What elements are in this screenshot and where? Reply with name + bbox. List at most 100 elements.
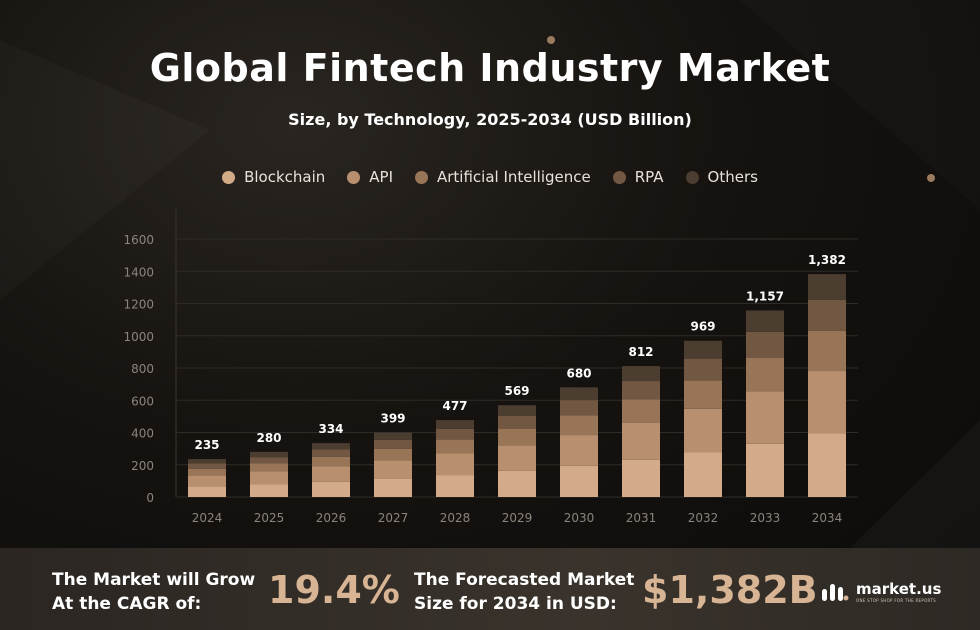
legend-label: Others — [707, 168, 758, 186]
bar-segment-rpa — [498, 415, 536, 429]
bar-total-label: 569 — [504, 384, 529, 398]
bar-segment-others — [498, 405, 536, 416]
bar-segment-rpa — [374, 439, 412, 449]
x-tick-label: 2027 — [378, 511, 409, 525]
bar-segment-api — [374, 460, 412, 479]
bar-total-label: 1,382 — [808, 253, 846, 267]
bar-segment-api — [250, 471, 288, 485]
bar-segment-api — [746, 391, 784, 444]
bar-segment-artificial-intelligence — [250, 463, 288, 472]
legend-item-artificial-intelligence: Artificial Intelligence — [415, 168, 591, 186]
market-us-logo-icon — [822, 583, 849, 601]
bar-segment-artificial-intelligence — [560, 415, 598, 436]
chart-legend: Blockchain API Artificial Intelligence RPA O… — [0, 168, 980, 186]
bar-segment-others — [436, 420, 474, 429]
legend-item-others: Others — [685, 168, 758, 186]
legend-label: Artificial Intelligence — [437, 168, 591, 186]
x-tick-label: 2031 — [626, 511, 657, 525]
cagr-caption-line1: The Market will Grow — [52, 570, 256, 590]
bar-segment-blockchain — [374, 478, 412, 497]
bar-segment-artificial-intelligence — [312, 456, 350, 467]
x-tick-label: 2032 — [688, 511, 719, 525]
forecast-caption-line1: The Forecasted Market — [414, 570, 635, 590]
x-tick-label: 2025 — [254, 511, 285, 525]
legend-item-blockchain: Blockchain — [222, 168, 325, 186]
bar-segment-rpa — [746, 331, 784, 359]
brand-name: market.us — [856, 580, 942, 598]
y-tick-label: 1600 — [123, 233, 154, 247]
legend-label: RPA — [634, 168, 664, 186]
bar-total-label: 1,157 — [746, 289, 784, 303]
bar-segment-blockchain — [746, 443, 784, 497]
bar-segment-artificial-intelligence — [808, 330, 846, 372]
cagr-caption-line2: At the CAGR of: — [52, 594, 202, 614]
y-tick-label: 1000 — [123, 330, 154, 344]
bar-segment-others — [622, 366, 660, 382]
chart-title: Global Fintech Industry Market — [149, 46, 831, 90]
brand-tagline: ONE STOP SHOP FOR THE REPORTS — [856, 598, 936, 603]
legend-swatch — [685, 170, 699, 184]
x-tick-label: 2028 — [440, 511, 471, 525]
bar-segment-rpa — [188, 463, 226, 469]
bar-segment-others — [560, 387, 598, 401]
legend-label: Blockchain — [244, 168, 326, 186]
y-tick-label: 1400 — [123, 265, 154, 279]
x-tick-label: 2024 — [192, 511, 223, 525]
bar-total-label: 680 — [566, 366, 591, 380]
bar-segment-blockchain — [622, 459, 660, 497]
legend-label: API — [369, 168, 393, 186]
y-tick-label: 600 — [131, 394, 154, 408]
brand-logo[interactable]: market.us ONE STOP SHOP FOR THE REPORTS — [820, 580, 941, 603]
y-tick-label: 800 — [131, 362, 154, 376]
bar-segment-api — [684, 408, 722, 453]
legend-item-api: API — [347, 168, 393, 186]
bar-segment-api — [312, 466, 350, 482]
legend-swatch — [612, 170, 626, 184]
bar-segment-artificial-intelligence — [684, 380, 722, 409]
y-tick-label: 200 — [131, 459, 154, 473]
bar-segment-others — [746, 310, 784, 332]
bar-segment-api — [560, 435, 598, 466]
bar-segment-rpa — [436, 428, 474, 440]
legend-swatch — [347, 170, 361, 184]
bar-segment-blockchain — [560, 465, 598, 497]
y-tick-label: 0 — [146, 491, 154, 505]
legend-swatch — [222, 170, 236, 184]
bar-segment-blockchain — [312, 481, 350, 497]
forecast-caption: The Forecasted Market Size for 2034 in U… — [414, 568, 634, 616]
bar-segment-api — [498, 445, 536, 471]
bar-segment-rpa — [622, 381, 660, 400]
bar-segment-artificial-intelligence — [188, 468, 226, 476]
bar-segment-blockchain — [436, 475, 474, 497]
bar-segment-others — [312, 443, 350, 450]
bar-segment-blockchain — [250, 484, 288, 497]
bar-segment-api — [436, 453, 474, 476]
bar-segment-others — [250, 451, 288, 458]
bar-total-label: 235 — [194, 438, 219, 452]
bar-segment-blockchain — [498, 470, 536, 497]
bar-segment-api — [622, 422, 660, 460]
forecast-caption-line2: Size for 2034 in USD: — [414, 594, 617, 614]
bar-segment-api — [808, 371, 846, 434]
bar-segment-blockchain — [808, 433, 846, 497]
x-tick-label: 2034 — [812, 511, 843, 525]
legend-item-rpa: RPA — [612, 168, 664, 186]
bar-segment-api — [188, 475, 226, 487]
bar-segment-blockchain — [684, 452, 722, 497]
bar-segment-artificial-intelligence — [374, 448, 412, 461]
bar-segment-others — [374, 432, 412, 440]
y-tick-label: 400 — [131, 427, 154, 441]
bar-segment-others — [808, 274, 846, 300]
footer-banner — [0, 548, 980, 630]
legend-swatch — [415, 170, 428, 184]
bar-total-label: 477 — [442, 399, 467, 413]
bar-segment-artificial-intelligence — [436, 439, 474, 454]
bar-total-label: 969 — [690, 320, 715, 334]
bar-segment-rpa — [250, 457, 288, 464]
bar-total-label: 334 — [318, 422, 343, 436]
x-tick-label: 2030 — [564, 511, 595, 525]
bar-segment-others — [188, 459, 226, 464]
x-tick-label: 2026 — [316, 511, 347, 525]
bar-segment-rpa — [808, 299, 846, 331]
forecast-value: $1,382B — [642, 568, 818, 612]
